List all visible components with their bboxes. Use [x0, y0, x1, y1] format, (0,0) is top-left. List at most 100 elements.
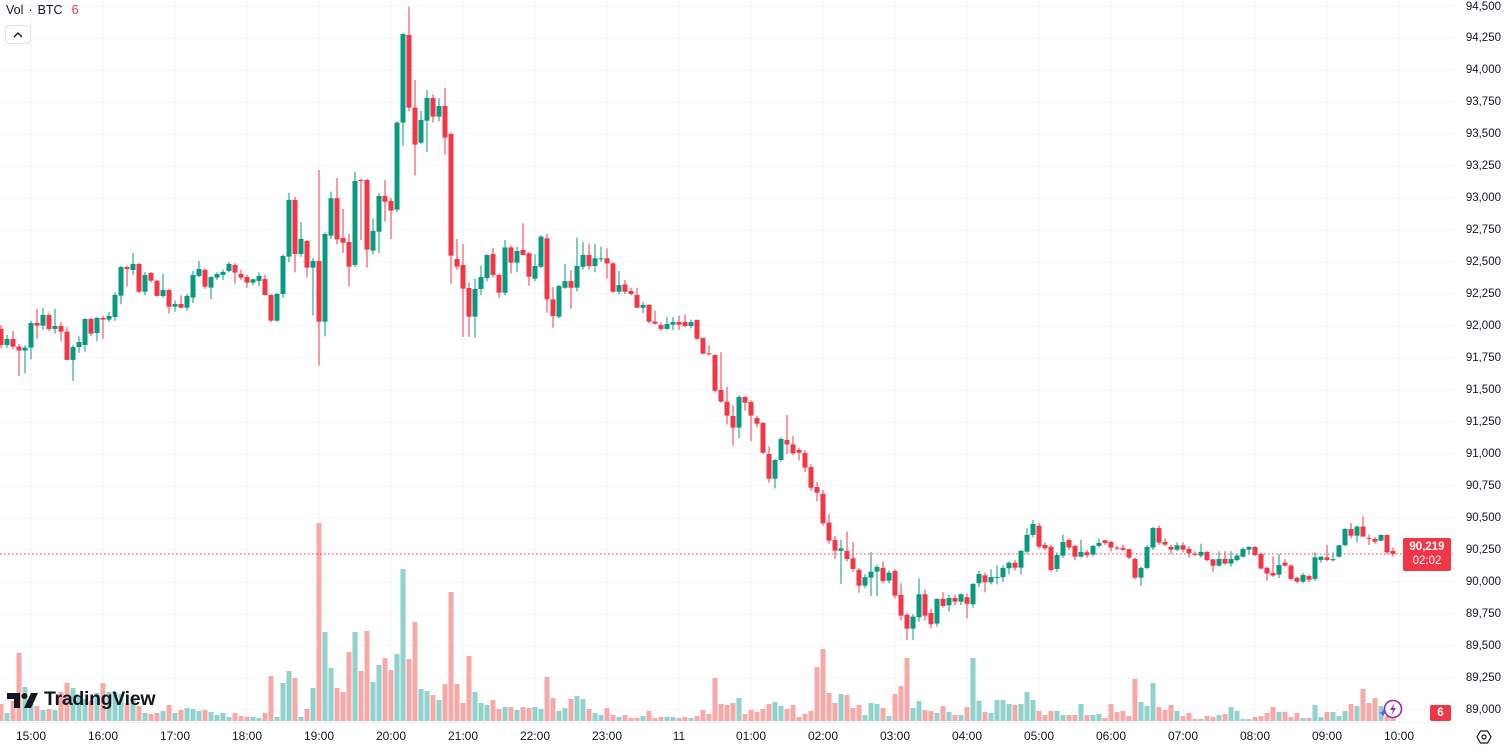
candle-body	[208, 276, 214, 288]
candle	[1288, 564, 1294, 581]
volume-bar	[700, 710, 706, 721]
candle	[4, 334, 10, 348]
assistant-button[interactable]	[1378, 698, 1404, 722]
volume-bar	[1288, 717, 1294, 721]
volume-bar	[976, 701, 982, 721]
candle	[1384, 534, 1390, 554]
candle	[1240, 547, 1246, 558]
volume-bar	[46, 709, 52, 721]
volume-bar	[682, 717, 688, 721]
volume-bar	[1114, 712, 1120, 721]
candle	[238, 269, 244, 280]
volume-bar	[1354, 706, 1360, 721]
candle	[550, 286, 556, 328]
candle-body	[202, 269, 208, 287]
candle-body	[46, 314, 52, 329]
candle	[1276, 553, 1282, 579]
candle-body	[226, 263, 232, 271]
candle	[514, 246, 520, 273]
candle-body	[1162, 541, 1168, 545]
volume-bar	[868, 703, 874, 721]
candle-body	[700, 338, 706, 354]
candle	[148, 272, 154, 283]
candle-body	[1276, 564, 1282, 575]
candle	[1258, 552, 1264, 570]
candle	[634, 287, 640, 309]
time-axis[interactable]: 15:00 16:00 17:00 18:00 19:00 20:00 21:00 22:00…	[0, 722, 1453, 752]
volume-bar	[1042, 715, 1048, 721]
candle-body	[148, 273, 154, 281]
candle-body	[70, 346, 76, 360]
candle	[442, 87, 448, 155]
candle-body	[262, 279, 268, 296]
candle	[1096, 538, 1102, 548]
volume-bar	[1138, 702, 1144, 721]
candle-body	[82, 318, 88, 345]
volume-bar	[1336, 716, 1342, 721]
volume-bar	[244, 717, 250, 721]
candle	[304, 240, 310, 278]
chart-settings-button[interactable]	[1474, 727, 1494, 747]
candle-body	[922, 594, 928, 616]
volume-bar	[310, 688, 316, 721]
legend-separator: ·	[28, 3, 33, 17]
candle	[658, 322, 664, 332]
price-axis[interactable]: 94,500 94,250 94,000 93,750 93,500 93,250 93,0…	[1453, 0, 1508, 722]
candle	[1072, 544, 1078, 561]
price-tick-label: 91,500	[1465, 384, 1501, 396]
volume-bar	[160, 711, 166, 721]
candle	[358, 178, 364, 241]
time-tick-label: 08:00	[1239, 729, 1271, 743]
candle-body	[682, 322, 688, 326]
candle-body	[886, 572, 892, 581]
candle-body	[1174, 545, 1180, 550]
candle-body	[856, 569, 862, 586]
collapse-legend-button[interactable]	[5, 25, 31, 44]
candle	[64, 327, 70, 360]
volume-bar	[730, 703, 736, 721]
candle	[1336, 544, 1342, 558]
candle	[574, 237, 580, 292]
volume-bar	[406, 659, 412, 721]
candle-body	[994, 576, 1000, 578]
volume-bar	[1324, 712, 1330, 721]
candle	[796, 447, 802, 461]
candle	[814, 482, 820, 502]
candle-body	[646, 305, 652, 322]
candle-body	[400, 34, 406, 123]
candle	[478, 265, 484, 296]
volume-bar	[148, 714, 154, 721]
volume-bar	[1132, 679, 1138, 721]
candle-body	[1060, 541, 1066, 556]
volume-bar	[1306, 718, 1312, 721]
candle-body	[166, 290, 172, 307]
candle	[640, 301, 646, 314]
volume-bar	[364, 631, 370, 721]
candle-body	[1348, 529, 1354, 536]
candle	[700, 337, 706, 355]
volume-bar	[358, 671, 364, 721]
chevron-up-icon	[13, 31, 23, 37]
time-tick-label: 02:00	[807, 729, 839, 743]
candle-body	[22, 347, 28, 351]
time-tick-label: 03:00	[879, 729, 911, 743]
candle	[610, 262, 616, 293]
candle-body	[1342, 529, 1348, 546]
tradingview-logo[interactable]: TradingView	[7, 688, 156, 711]
candle-body	[970, 583, 976, 605]
price-tick-label: 92,750	[1465, 224, 1501, 236]
candle-body	[964, 597, 970, 604]
candle	[664, 317, 670, 330]
volume-bar	[196, 711, 202, 721]
candle-body	[958, 594, 964, 602]
candle	[142, 272, 148, 296]
volume-legend[interactable]: Vol · BTC 6	[6, 3, 79, 17]
candle-body	[688, 322, 694, 326]
candle	[160, 274, 166, 298]
volume-bar	[994, 700, 1000, 721]
candle	[760, 422, 766, 454]
price-tick-label: 93,750	[1465, 96, 1501, 108]
volume-bar	[118, 694, 124, 721]
candlestick-chart[interactable]	[0, 0, 1453, 722]
candle	[112, 292, 118, 321]
